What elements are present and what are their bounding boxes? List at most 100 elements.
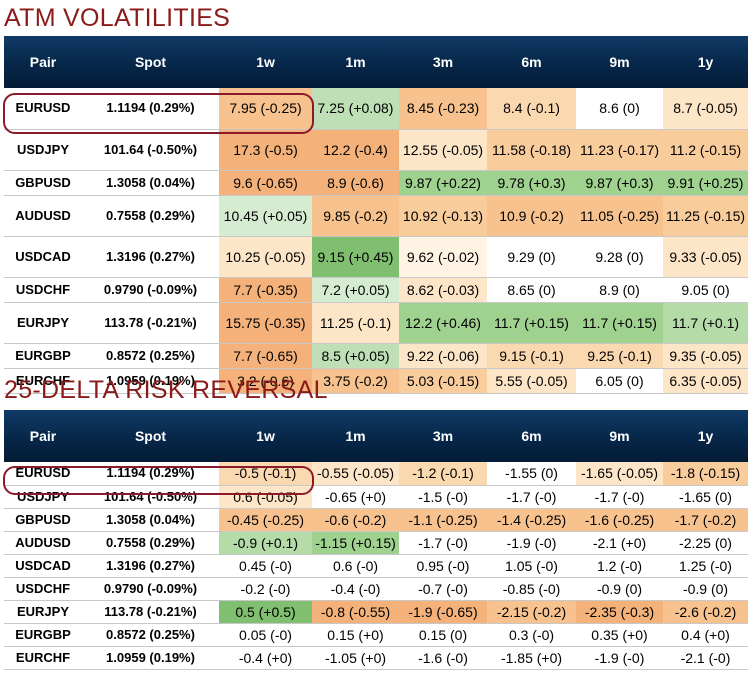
table-row-audusd[interactable]: AUDUSD 0.7558 (0.29%) 10.45 (+0.05) 9.85 (-… bbox=[4, 195, 748, 237]
value-cell-9m: -2.1 (+0) bbox=[576, 531, 663, 555]
table-row-usdchf[interactable]: USDCHF 0.9790 (-0.09%) -0.2 (-0) -0.4 (-0) -… bbox=[4, 577, 748, 601]
value-cell-3m: 10.92 (-0.13) bbox=[399, 195, 487, 237]
table-row-eurchf[interactable]: EURCHF 1.0959 (0.19%) 3.2 (-0.6) 3.75 (-0.2… bbox=[4, 368, 748, 394]
pair-cell: GBPUSD bbox=[4, 170, 82, 196]
spot-cell: 101.64 (-0.50%) bbox=[82, 485, 219, 509]
value-cell-1y: 0.4 (+0) bbox=[663, 623, 748, 647]
value-cell-1w: -0.9 (+0.1) bbox=[219, 531, 312, 555]
value-cell-3m: 5.03 (-0.15) bbox=[399, 368, 487, 394]
table-row-eurusd[interactable]: EURUSD 1.1194 (0.29%) -0.5 (-0.1) -0.55 (-0… bbox=[4, 462, 748, 486]
value-cell-9m: -0.9 (0) bbox=[576, 577, 663, 601]
col-header-pair[interactable]: Pair bbox=[4, 36, 82, 88]
value-cell-1y: 9.91 (+0.25) bbox=[663, 170, 748, 196]
table-row-usdcad[interactable]: USDCAD 1.3196 (0.27%) 0.45 (-0) 0.6 (-0) 0.9… bbox=[4, 554, 748, 578]
col-header-9m[interactable]: 9m bbox=[576, 410, 663, 462]
col-header-3m[interactable]: 3m bbox=[399, 36, 487, 88]
value-cell-6m: 9.15 (-0.1) bbox=[487, 343, 576, 369]
value-cell-9m: 9.87 (+0.3) bbox=[576, 170, 663, 196]
value-cell-9m: -1.6 (-0.25) bbox=[576, 508, 663, 532]
value-cell-1y: 11.25 (-0.15) bbox=[663, 195, 748, 237]
col-header-1w[interactable]: 1w bbox=[219, 410, 312, 462]
table-row-usdchf[interactable]: USDCHF 0.9790 (-0.09%) 7.7 (-0.35) 7.2 (+0.… bbox=[4, 277, 748, 303]
value-cell-1y: 6.35 (-0.05) bbox=[663, 368, 748, 394]
col-header-1w[interactable]: 1w bbox=[219, 36, 312, 88]
atm-table-header: Pair Spot 1w 1m 3m 6m 9m 1y bbox=[4, 36, 748, 88]
value-cell-1w: 3.2 (-0.6) bbox=[219, 368, 312, 394]
value-cell-1m: 3.75 (-0.2) bbox=[312, 368, 399, 394]
value-cell-1m: -0.55 (-0.05) bbox=[312, 462, 399, 486]
value-cell-1w: -0.45 (-0.25) bbox=[219, 508, 312, 532]
value-cell-6m: 10.9 (-0.2) bbox=[487, 195, 576, 237]
table-row-audusd[interactable]: AUDUSD 0.7558 (0.29%) -0.9 (+0.1) -1.15 (+0… bbox=[4, 531, 748, 555]
table-row-eurgbp[interactable]: EURGBP 0.8572 (0.25%) 7.7 (-0.65) 8.5 (+0.0… bbox=[4, 343, 748, 369]
pair-cell: EURCHF bbox=[4, 368, 82, 394]
value-cell-1w: -0.5 (-0.1) bbox=[219, 462, 312, 486]
value-cell-3m: 12.2 (+0.46) bbox=[399, 302, 487, 344]
pair-cell: USDCAD bbox=[4, 554, 82, 578]
table-row-gbpusd[interactable]: GBPUSD 1.3058 (0.04%) 9.6 (-0.65) 8.9 (-0.6… bbox=[4, 170, 748, 196]
value-cell-6m: -2.15 (-0.2) bbox=[487, 600, 576, 624]
value-cell-1y: -1.8 (-0.15) bbox=[663, 462, 748, 486]
value-cell-1m: 12.2 (-0.4) bbox=[312, 129, 399, 171]
table-row-eurusd[interactable]: EURUSD 1.1194 (0.29%) 7.95 (-0.25) 7.25 (+0… bbox=[4, 88, 748, 130]
value-cell-9m: 8.9 (0) bbox=[576, 277, 663, 303]
value-cell-9m: -1.7 (-0) bbox=[576, 485, 663, 509]
col-header-pair[interactable]: Pair bbox=[4, 410, 82, 462]
table-row-eurchf[interactable]: EURCHF 1.0959 (0.19%) -0.4 (+0) -1.05 (+0) -… bbox=[4, 646, 748, 670]
table-row-eurjpy[interactable]: EURJPY 113.78 (-0.21%) 15.75 (-0.35) 11.25 … bbox=[4, 302, 748, 344]
value-cell-6m: 11.58 (-0.18) bbox=[487, 129, 576, 171]
spot-cell: 113.78 (-0.21%) bbox=[82, 600, 219, 624]
value-cell-1y: -1.7 (-0.2) bbox=[663, 508, 748, 532]
value-cell-6m: -1.55 (0) bbox=[487, 462, 576, 486]
value-cell-1w: 0.05 (-0) bbox=[219, 623, 312, 647]
value-cell-1y: 1.25 (-0) bbox=[663, 554, 748, 578]
value-cell-9m: 8.6 (0) bbox=[576, 88, 663, 130]
col-header-1m[interactable]: 1m bbox=[312, 36, 399, 88]
value-cell-1m: 9.15 (+0.45) bbox=[312, 236, 399, 278]
col-header-3m[interactable]: 3m bbox=[399, 410, 487, 462]
value-cell-9m: 9.28 (0) bbox=[576, 236, 663, 278]
value-cell-1w: -0.2 (-0) bbox=[219, 577, 312, 601]
pair-cell: AUDUSD bbox=[4, 531, 82, 555]
spot-cell: 1.0959 (0.19%) bbox=[82, 368, 219, 394]
value-cell-6m: 0.3 (-0) bbox=[487, 623, 576, 647]
col-header-spot[interactable]: Spot bbox=[82, 36, 219, 88]
col-header-spot[interactable]: Spot bbox=[82, 410, 219, 462]
value-cell-1w: 7.95 (-0.25) bbox=[219, 88, 312, 130]
value-cell-1y: -0.9 (0) bbox=[663, 577, 748, 601]
table-row-usdjpy[interactable]: USDJPY 101.64 (-0.50%) 17.3 (-0.5) 12.2 (-0… bbox=[4, 129, 748, 171]
table-row-usdcad[interactable]: USDCAD 1.3196 (0.27%) 10.25 (-0.05) 9.15 (+… bbox=[4, 236, 748, 278]
value-cell-6m: 9.78 (+0.3) bbox=[487, 170, 576, 196]
value-cell-1m: 7.2 (+0.05) bbox=[312, 277, 399, 303]
value-cell-6m: 11.7 (+0.15) bbox=[487, 302, 576, 344]
spot-cell: 113.78 (-0.21%) bbox=[82, 302, 219, 344]
spot-cell: 0.7558 (0.29%) bbox=[82, 531, 219, 555]
table-row-eurjpy[interactable]: EURJPY 113.78 (-0.21%) 0.5 (+0.5) -0.8 (-0.… bbox=[4, 600, 748, 624]
value-cell-1w: 9.6 (-0.65) bbox=[219, 170, 312, 196]
col-header-1y[interactable]: 1y bbox=[663, 36, 748, 88]
table-row-usdjpy[interactable]: USDJPY 101.64 (-0.50%) 0.6 (-0.05) -0.65 (+… bbox=[4, 485, 748, 509]
value-cell-1y: -1.65 (0) bbox=[663, 485, 748, 509]
value-cell-3m: -1.9 (-0.65) bbox=[399, 600, 487, 624]
value-cell-3m: 12.55 (-0.05) bbox=[399, 129, 487, 171]
col-header-1y[interactable]: 1y bbox=[663, 410, 748, 462]
pair-cell: USDJPY bbox=[4, 485, 82, 509]
col-header-6m[interactable]: 6m bbox=[487, 36, 576, 88]
value-cell-1y: -2.25 (0) bbox=[663, 531, 748, 555]
value-cell-3m: 8.62 (-0.03) bbox=[399, 277, 487, 303]
col-header-9m[interactable]: 9m bbox=[576, 36, 663, 88]
value-cell-3m: 9.62 (-0.02) bbox=[399, 236, 487, 278]
col-header-1m[interactable]: 1m bbox=[312, 410, 399, 462]
value-cell-1m: -1.05 (+0) bbox=[312, 646, 399, 670]
table-row-gbpusd[interactable]: GBPUSD 1.3058 (0.04%) -0.45 (-0.25) -0.6 (-… bbox=[4, 508, 748, 532]
pair-cell: GBPUSD bbox=[4, 508, 82, 532]
pair-cell: EURJPY bbox=[4, 302, 82, 344]
value-cell-9m: 6.05 (0) bbox=[576, 368, 663, 394]
col-header-6m[interactable]: 6m bbox=[487, 410, 576, 462]
value-cell-1m: 0.15 (+0) bbox=[312, 623, 399, 647]
pair-cell: USDCHF bbox=[4, 577, 82, 601]
value-cell-9m: -1.9 (-0) bbox=[576, 646, 663, 670]
value-cell-1w: 0.5 (+0.5) bbox=[219, 600, 312, 624]
table-row-eurgbp[interactable]: EURGBP 0.8572 (0.25%) 0.05 (-0) 0.15 (+0) 0.… bbox=[4, 623, 748, 647]
rr-section-title: 25-DELTA RISK REVERSAL bbox=[4, 376, 328, 404]
